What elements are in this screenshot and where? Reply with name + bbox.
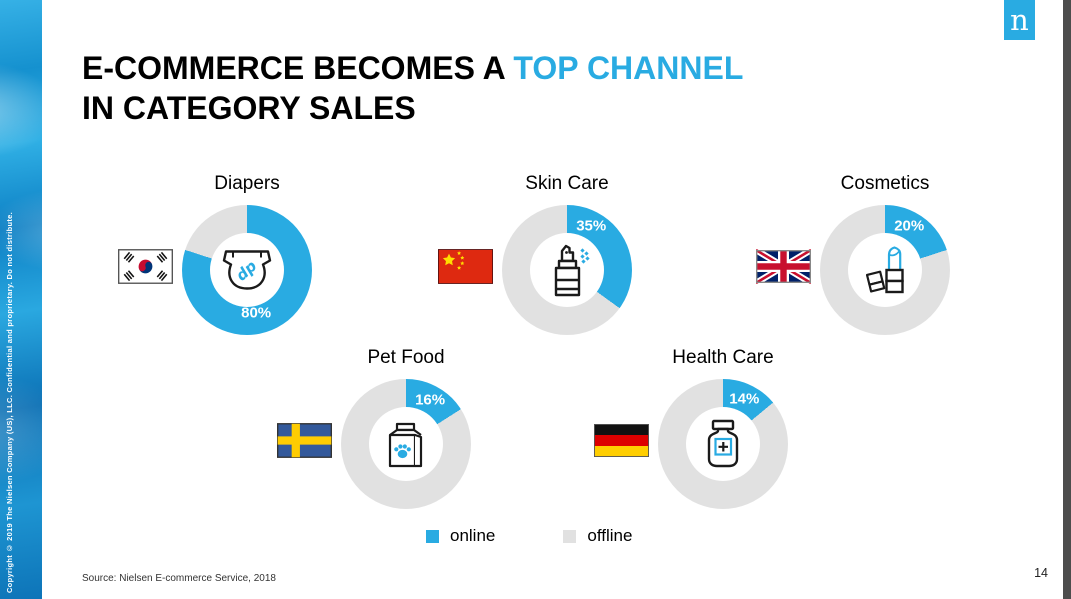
page-title: E-COMMERCE BECOMES A TOP CHANNEL IN CATE… (82, 48, 743, 128)
donut-hole: dp (210, 233, 284, 307)
chart-category-label: Health Care (672, 347, 774, 368)
donut-hole (686, 407, 760, 481)
donut-hole (369, 407, 443, 481)
offline-swatch-icon (563, 529, 577, 543)
sidebar-decorative-strip: Copyright © 2019 The Nielsen Company (US… (0, 0, 42, 599)
donut-pet-food: 16% (341, 379, 471, 509)
diaper-icon: dp (222, 250, 272, 290)
data-label: 16% (415, 391, 446, 409)
legend-label: online (450, 526, 496, 545)
donut-cosmetics: 20% (820, 205, 950, 335)
lipstick-icon (865, 246, 904, 294)
legend-label: offline (587, 526, 633, 545)
online-swatch-icon (426, 529, 439, 543)
data-label: 35% (576, 217, 607, 235)
page-number: 14 (1034, 566, 1048, 580)
donut-hole (530, 233, 604, 307)
chart-health-care: Health Care 14% (594, 347, 788, 509)
title-line2: IN CATEGORY SALES (82, 90, 416, 126)
germany-flag-icon (594, 423, 649, 458)
chart-legend: online offline (426, 526, 632, 546)
chart-cosmetics: Cosmetics 20% (756, 173, 950, 335)
legend-item-offline: offline (563, 526, 632, 546)
source-note: Source: Nielsen E-commerce Service, 2018 (82, 573, 276, 584)
chart-category-label: Diapers (214, 173, 280, 194)
south-korea-flag-icon (118, 249, 173, 284)
sweden-flag-icon (277, 423, 332, 458)
donut-diapers: dp 80% (182, 205, 312, 335)
donut-hole (848, 233, 922, 307)
legend-item-online: online (426, 526, 495, 546)
data-label: 14% (729, 390, 760, 408)
chart-skin-care: Skin Care (438, 173, 632, 335)
donut-health-care: 14% (658, 379, 788, 509)
title-accent: TOP CHANNEL (513, 50, 744, 86)
copyright-vertical-text: Copyright © 2019 The Nielsen Company (US… (5, 211, 14, 593)
chart-category-label: Pet Food (367, 347, 445, 368)
data-label: 80% (241, 304, 272, 322)
china-flag-icon (438, 249, 493, 284)
data-label: 20% (894, 217, 925, 235)
donut-skin-care: 35% (502, 205, 632, 335)
chart-diapers: Diapers dp 80% (118, 173, 312, 335)
united-kingdom-flag-icon (756, 249, 811, 284)
chart-pet-food: Pet Food (277, 347, 471, 509)
nielsen-logo-icon: n (1004, 0, 1035, 40)
right-edge-bar (1063, 0, 1071, 599)
title-line1-black: E-COMMERCE BECOMES A (82, 50, 514, 86)
medicine-bottle-icon (707, 419, 739, 468)
spray-bottle-icon (554, 244, 590, 297)
nielsen-logo-letter: n (1010, 3, 1029, 37)
chart-category-label: Cosmetics (840, 173, 930, 194)
pet-food-bag-icon (388, 422, 423, 468)
chart-category-label: Skin Care (525, 173, 609, 194)
